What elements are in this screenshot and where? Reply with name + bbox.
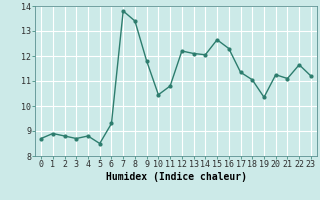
X-axis label: Humidex (Indice chaleur): Humidex (Indice chaleur)	[106, 172, 246, 182]
